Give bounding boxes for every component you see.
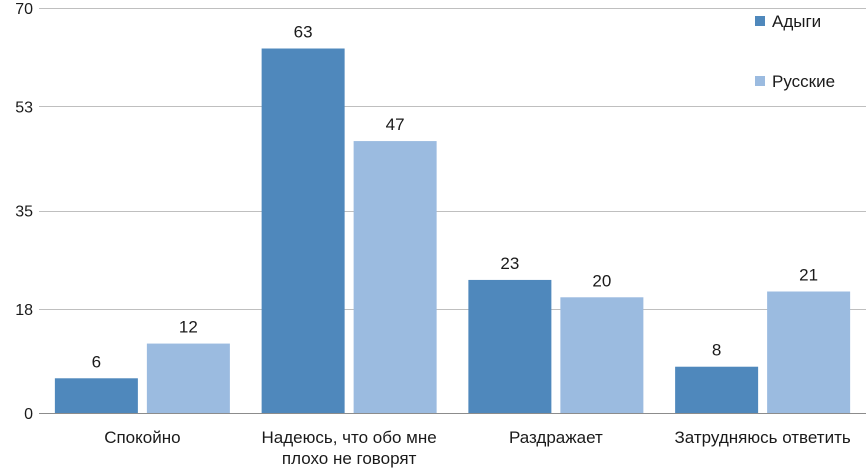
bar (261, 48, 345, 413)
bar (468, 279, 552, 413)
x-tick-label: Надеюсь, что обо мне (262, 428, 437, 447)
axes: 0 18 35 53 70 Спокойно Надеюсь, что обо мне пло… (15, 1, 866, 468)
y-tick-label: 70 (15, 1, 33, 18)
bar (54, 378, 138, 413)
bar (767, 291, 851, 413)
legend-label: Русские (772, 72, 835, 91)
gridlines (39, 8, 866, 310)
legend-label: Адыги (772, 12, 821, 31)
legend: Адыги Русские (755, 12, 835, 91)
bar (353, 141, 437, 414)
legend-swatch (755, 16, 765, 26)
bars (54, 48, 851, 414)
data-labels: 6 12 63 47 23 20 8 21 (92, 23, 818, 372)
x-tick-label: плохо не говорят (282, 449, 417, 468)
x-tick-label: Затрудняюсь ответить (675, 428, 851, 447)
bar-value-label: 6 (92, 352, 101, 371)
bar-value-label: 8 (712, 341, 721, 360)
y-tick-label: 35 (15, 204, 33, 221)
bar-value-label: 21 (799, 266, 818, 285)
y-tick-label: 18 (15, 302, 33, 319)
bar (146, 343, 230, 413)
x-tick-label: Спокойно (104, 428, 180, 447)
y-tick-label: 53 (15, 99, 33, 116)
bar-value-label: 23 (500, 254, 519, 273)
bar-value-label: 20 (592, 271, 611, 290)
bar-value-label: 12 (179, 318, 198, 337)
bar (560, 297, 644, 413)
bar-value-label: 47 (386, 115, 405, 134)
legend-swatch (755, 76, 765, 86)
x-tick-label: Раздражает (509, 428, 603, 447)
bar (675, 366, 759, 413)
bar-value-label: 63 (294, 23, 313, 42)
y-tick-label: 0 (24, 406, 33, 423)
